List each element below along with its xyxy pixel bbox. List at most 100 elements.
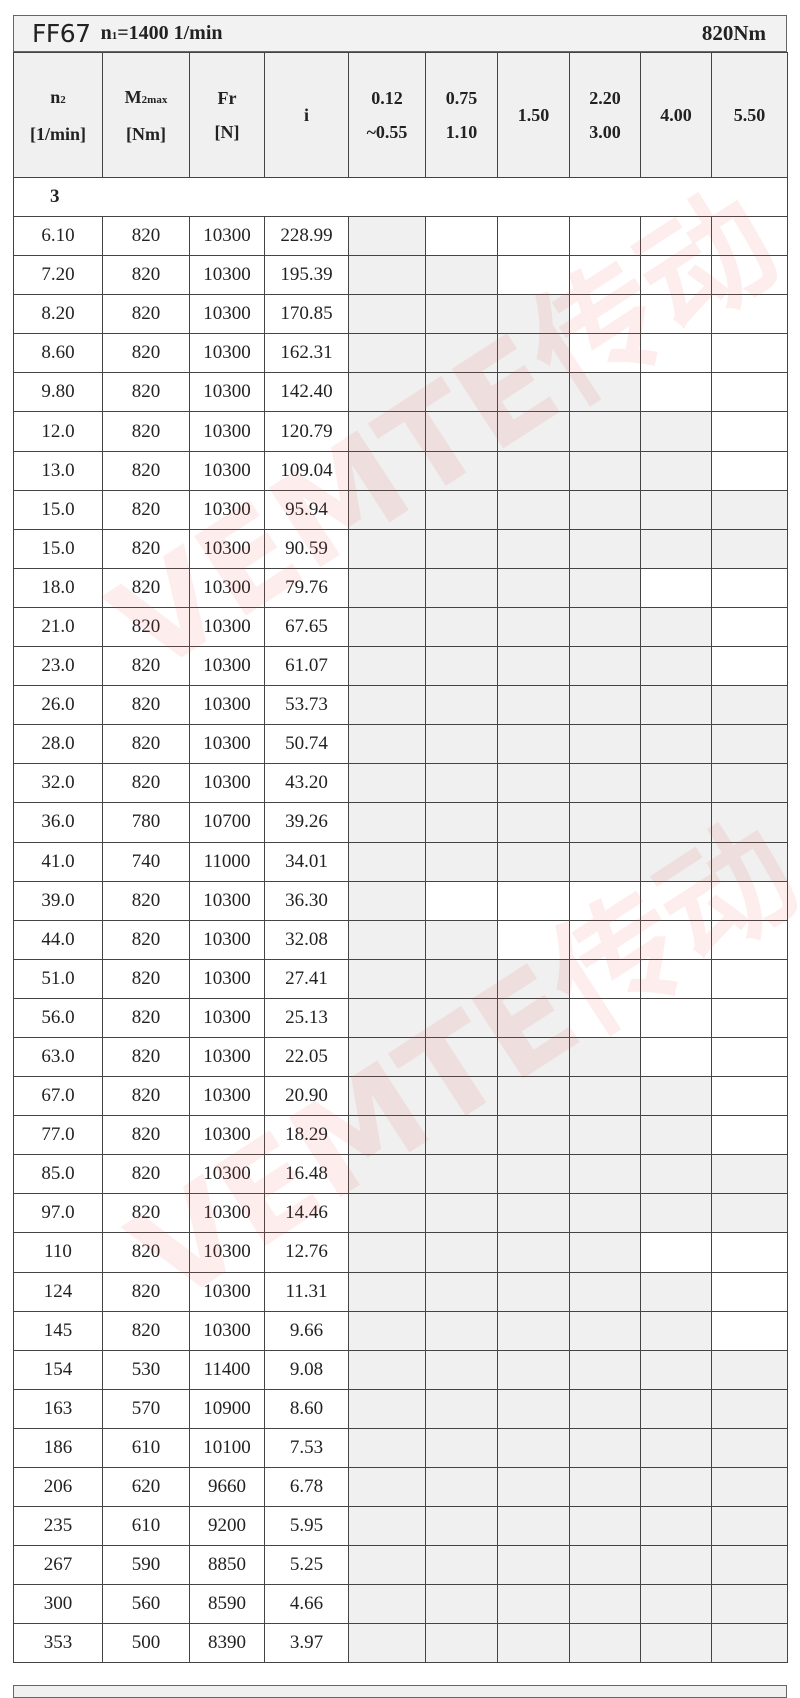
cell-ratio: 195.39 — [264, 255, 349, 296]
power-cell-4-available — [569, 1349, 641, 1390]
table-row: 85.0 820 10300 16.48 — [13, 1154, 788, 1195]
power-cell-1-available — [348, 685, 426, 726]
power-cell-4-unavailable — [569, 333, 641, 374]
gearmotor-selection-table: n2 [1/min] M2max [Nm] Fr [N] i 0.12 ~0.55 0.… — [13, 52, 788, 1664]
table-row: 32.0 820 10300 43.20 — [13, 763, 788, 804]
power-cell-1-available — [348, 1427, 426, 1469]
cell-fr: 9660 — [189, 1466, 265, 1508]
power-cell-2-unavailable — [425, 880, 498, 921]
cell-fr: 10300 — [189, 567, 265, 608]
power-cell-6-unavailable — [711, 1310, 788, 1351]
power-cell-2-available — [425, 646, 498, 687]
power-cell-4-available — [569, 606, 641, 648]
power-cell-4-available — [569, 1310, 641, 1351]
cell-m2max: 820 — [102, 685, 190, 726]
cell-n2: 21.0 — [13, 606, 103, 648]
power-cell-1-available — [348, 1584, 426, 1625]
table-row: 235 610 9200 5.95 — [13, 1506, 788, 1547]
cell-n2: 124 — [13, 1271, 103, 1312]
cell-fr: 10300 — [189, 411, 265, 452]
cell-ratio: 8.60 — [264, 1388, 349, 1429]
cell-ratio: 61.07 — [264, 646, 349, 687]
table-row: 15.0 820 10300 90.59 — [13, 528, 788, 569]
power-cell-5-available — [640, 606, 712, 648]
table-row: 97.0 820 10300 14.46 — [13, 1193, 788, 1234]
power-cell-6-unavailable — [711, 450, 788, 491]
power-cell-1-available — [348, 1232, 426, 1273]
cell-m2max: 820 — [102, 1232, 190, 1273]
power-cell-5-available — [640, 724, 712, 765]
power-cell-6-available — [711, 1506, 788, 1547]
cell-n2: 13.0 — [13, 450, 103, 491]
power-cell-5-unavailable — [640, 958, 712, 999]
cell-fr: 10300 — [189, 685, 265, 726]
power-cell-2-available — [425, 841, 498, 882]
cell-ratio: 67.65 — [264, 606, 349, 648]
cell-fr: 10300 — [189, 1154, 265, 1195]
power-cell-2-available — [425, 685, 498, 726]
power-cell-4-unavailable — [569, 880, 641, 921]
power-cell-6-available — [711, 1349, 788, 1390]
cell-n2: 15.0 — [13, 489, 103, 530]
power-cell-3-available — [497, 1115, 570, 1156]
power-cell-1-available — [348, 606, 426, 648]
power-cell-6-unavailable — [711, 606, 788, 648]
power-cell-3-available — [497, 567, 570, 608]
cell-ratio: 20.90 — [264, 1076, 349, 1117]
power-cell-3-available — [497, 1506, 570, 1547]
power-cell-3-available — [497, 372, 570, 413]
power-cell-1-available — [348, 1115, 426, 1156]
power-cell-6-available — [711, 685, 788, 726]
cell-fr: 10300 — [189, 1076, 265, 1117]
power-cell-3-available — [497, 1154, 570, 1195]
power-cell-4-available — [569, 763, 641, 804]
cell-m2max: 570 — [102, 1388, 190, 1429]
power-cell-5-unavailable — [640, 567, 712, 608]
power-cell-6-unavailable — [711, 1115, 788, 1156]
power-cell-3-available — [497, 1076, 570, 1117]
power-cell-2-available — [425, 294, 498, 335]
cell-ratio: 162.31 — [264, 333, 349, 374]
power-cell-6-unavailable — [711, 958, 788, 999]
cell-ratio: 12.76 — [264, 1232, 349, 1273]
power-cell-1-available — [348, 1545, 426, 1586]
cell-ratio: 34.01 — [264, 841, 349, 882]
cell-ratio: 50.74 — [264, 724, 349, 765]
power-cell-5-available — [640, 646, 712, 687]
cell-fr: 10300 — [189, 606, 265, 648]
power-cell-6-unavailable — [711, 567, 788, 608]
power-cell-4-available — [569, 1427, 641, 1469]
cell-ratio: 9.66 — [264, 1310, 349, 1351]
cell-n2: 163 — [13, 1388, 103, 1429]
cell-fr: 11000 — [189, 841, 265, 882]
power-cell-3-available — [497, 997, 570, 1038]
cell-m2max: 820 — [102, 919, 190, 960]
power-cell-5-unavailable — [640, 1232, 712, 1273]
table-row: 26.0 820 10300 53.73 — [13, 685, 788, 726]
table-row: 21.0 820 10300 67.65 — [13, 606, 788, 648]
cell-ratio: 25.13 — [264, 997, 349, 1038]
power-cell-4-available — [569, 841, 641, 882]
power-cell-6-available — [711, 489, 788, 530]
power-cell-3-unavailable — [497, 255, 570, 296]
power-cell-1-available — [348, 411, 426, 452]
power-cell-1-available — [348, 333, 426, 374]
cell-n2: 300 — [13, 1584, 103, 1625]
table-row: 44.0 820 10300 32.08 — [13, 919, 788, 960]
cell-fr: 10300 — [189, 333, 265, 374]
table-row: 56.0 820 10300 25.13 — [13, 997, 788, 1038]
cell-n2: 77.0 — [13, 1115, 103, 1156]
cell-m2max: 820 — [102, 489, 190, 530]
table-row: 154 530 11400 9.08 — [13, 1349, 788, 1390]
power-cell-5-available — [640, 1506, 712, 1547]
power-cell-2-available — [425, 372, 498, 413]
power-cell-4-available — [569, 1154, 641, 1195]
power-cell-6-unavailable — [711, 997, 788, 1038]
power-cell-4-available — [569, 1115, 641, 1156]
power-cell-5-available — [640, 1076, 712, 1117]
table-row: 8.60 820 10300 162.31 — [13, 333, 788, 374]
power-cell-2-available — [425, 1545, 498, 1586]
cell-fr: 10700 — [189, 802, 265, 843]
power-cell-4-unavailable — [569, 997, 641, 1038]
power-cell-4-available — [569, 1232, 641, 1273]
